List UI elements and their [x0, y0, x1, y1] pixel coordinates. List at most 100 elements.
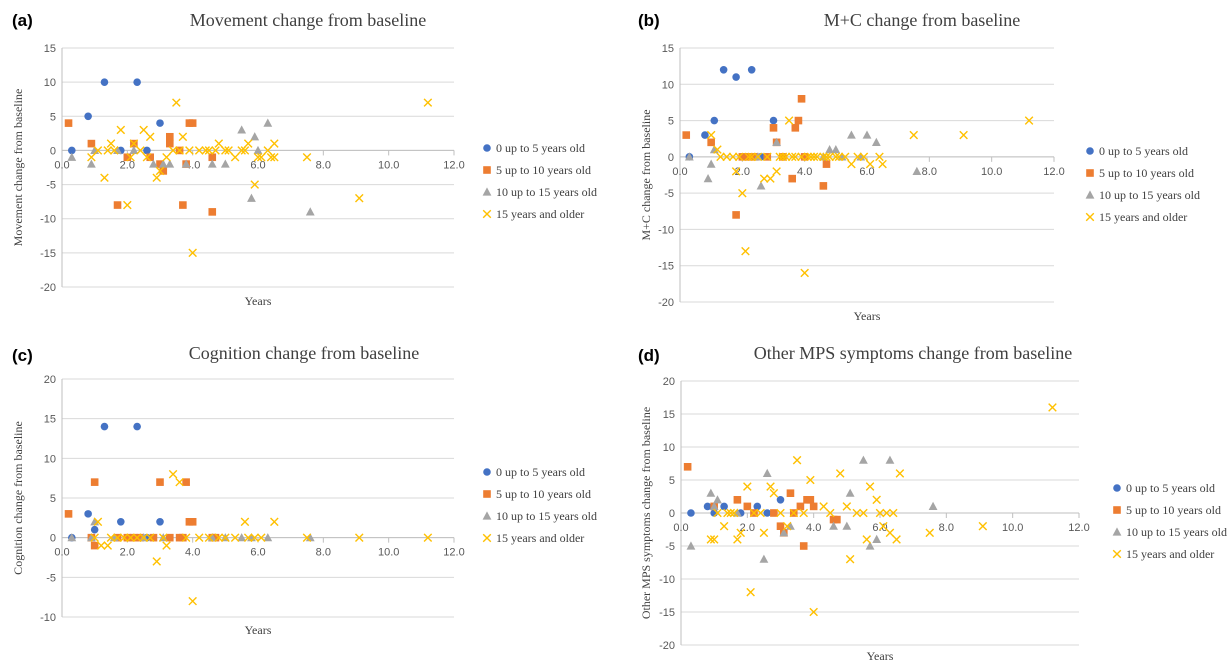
panel-letter: (b) — [638, 11, 660, 30]
legend-marker — [1086, 213, 1094, 221]
x-axis-label: Years — [867, 649, 894, 663]
legend-label: 0 up to 5 years old — [1099, 144, 1188, 158]
y-tick-label: 0 — [50, 533, 56, 545]
data-point — [306, 207, 315, 215]
data-point — [710, 117, 718, 125]
legend-marker — [483, 210, 491, 218]
data-point — [960, 131, 968, 139]
data-point — [140, 126, 148, 134]
legend-marker — [1113, 527, 1122, 535]
legend-label: 0 up to 5 years old — [496, 141, 585, 155]
y-tick-label: -10 — [40, 612, 56, 624]
data-point — [67, 153, 76, 161]
data-point — [846, 555, 854, 563]
data-point — [801, 269, 809, 277]
data-point — [800, 542, 808, 550]
data-point — [153, 558, 161, 566]
legend-item: 10 up to 15 years old — [1113, 525, 1227, 539]
y-tick-label: 0 — [669, 508, 675, 520]
legend-label: 0 up to 5 years old — [1126, 481, 1215, 495]
legend-label: 10 up to 15 years old — [1099, 188, 1200, 202]
legend-item: 5 up to 10 years old — [483, 163, 591, 177]
data-point — [88, 140, 96, 148]
data-point — [241, 518, 249, 526]
chart-panel-2: (b) M+C change from baseline-20-15-10-505… — [638, 10, 1200, 323]
data-point — [424, 99, 432, 107]
data-point — [896, 470, 904, 478]
data-point — [872, 535, 881, 543]
data-point — [101, 423, 109, 431]
y-tick-label: -5 — [46, 572, 56, 584]
legend-item: 10 up to 15 years old — [483, 185, 597, 199]
x-tick-label: 6.0 — [250, 547, 265, 559]
data-point — [173, 99, 181, 107]
chart-panel-4: (d) Other MPS symptoms change from baseli… — [638, 343, 1227, 663]
y-tick-label: -5 — [664, 188, 674, 200]
legend-marker — [1086, 190, 1095, 198]
data-point — [742, 247, 750, 255]
y-axis-label: Other MPS symptoms change from baseline — [639, 407, 653, 619]
chart-title: Movement change from baseline — [190, 10, 426, 30]
y-tick-label: -20 — [659, 640, 675, 652]
y-tick-label: 15 — [44, 43, 56, 55]
legend-item: 5 up to 10 years old — [483, 487, 591, 501]
legend-label: 10 up to 15 years old — [1126, 525, 1227, 539]
y-tick-label: 10 — [44, 77, 56, 89]
legend-item: 5 up to 10 years old — [1086, 166, 1194, 180]
data-point — [866, 483, 874, 491]
legend-item: 0 up to 5 years old — [1086, 144, 1188, 158]
legend-label: 0 up to 5 years old — [496, 465, 585, 479]
x-tick-label: 2.0 — [120, 547, 135, 559]
y-tick-label: 15 — [662, 43, 674, 55]
legend-marker — [483, 166, 491, 174]
data-point — [687, 509, 695, 517]
data-point — [795, 117, 803, 125]
data-point — [84, 112, 92, 120]
data-point — [182, 478, 190, 486]
data-point — [133, 78, 141, 86]
data-point — [91, 542, 99, 550]
data-point — [1049, 404, 1057, 412]
legend-item: 15 years and older — [483, 207, 584, 221]
data-point — [65, 119, 73, 127]
x-tick-label: 8.0 — [316, 159, 331, 171]
y-axis-label: M+C change from baseline — [639, 109, 653, 240]
legend: 0 up to 5 years old5 up to 10 years old1… — [483, 465, 597, 545]
legend: 0 up to 5 years old 5 up to 10 years old 1… — [1086, 144, 1200, 224]
chart-title: M+C change from baseline — [824, 10, 1021, 30]
y-tick-label: 10 — [663, 442, 675, 454]
y-tick-label: 15 — [663, 409, 675, 421]
data-point — [682, 131, 690, 139]
chart-panel-1: (a) Movement change from baseline-20-15-1… — [11, 10, 597, 308]
data-point — [101, 78, 109, 86]
data-point — [208, 208, 216, 216]
data-point — [179, 201, 187, 209]
y-tick-label: 20 — [44, 374, 56, 386]
data-point — [156, 478, 164, 486]
data-point — [271, 518, 279, 526]
data-point — [848, 160, 856, 168]
data-point — [114, 201, 122, 209]
data-point — [748, 66, 756, 74]
y-tick-label: -5 — [665, 541, 675, 553]
x-tick-label: 4.0 — [185, 547, 200, 559]
data-point — [91, 526, 99, 534]
data-point — [732, 211, 740, 219]
data-point — [744, 483, 752, 491]
data-point — [770, 117, 778, 125]
data-point — [101, 174, 109, 182]
data-point — [777, 522, 785, 530]
series-4 — [707, 117, 1033, 277]
x-tick-label: 10.0 — [981, 166, 1002, 178]
legend-marker — [1113, 550, 1121, 558]
y-tick-label: -15 — [659, 607, 675, 619]
data-point — [263, 119, 272, 127]
y-tick-label: 15 — [44, 414, 56, 426]
y-tick-label: 5 — [668, 116, 674, 128]
data-point — [810, 503, 818, 511]
data-point — [798, 95, 806, 103]
data-point — [767, 175, 775, 183]
legend-label: 5 up to 10 years old — [496, 163, 591, 177]
legend-item: 15 years and older — [1086, 210, 1187, 224]
